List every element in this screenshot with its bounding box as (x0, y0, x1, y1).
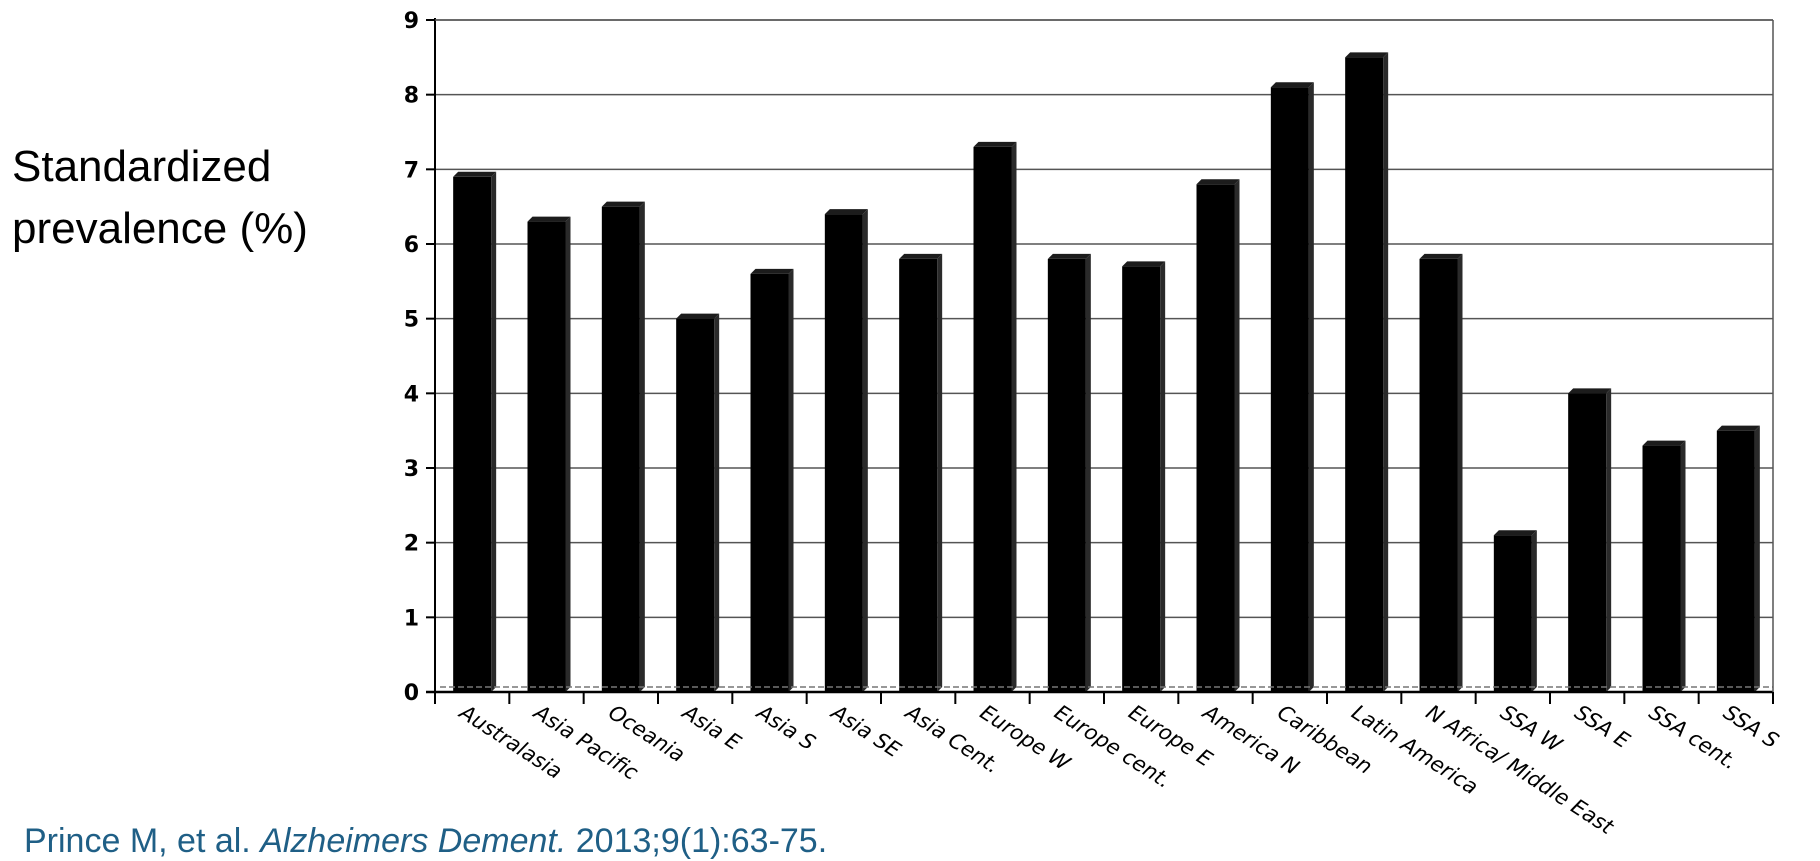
grid-lines (435, 19, 1773, 619)
bar-side (1531, 530, 1537, 692)
bar-top (1345, 52, 1389, 58)
bar (601, 201, 645, 692)
y-tick-label: 6 (404, 233, 419, 258)
bar-top (1642, 440, 1686, 446)
bar (973, 141, 1017, 692)
bar-top (1196, 179, 1240, 185)
bar-top (1716, 425, 1760, 431)
bar-face (824, 214, 863, 692)
bar-side (1383, 52, 1389, 693)
bar-top (676, 313, 720, 319)
y-tick-label: 8 (404, 84, 419, 109)
y-tick-label: 7 (404, 158, 419, 183)
citation: Prince M, et al. Alzheimers Dement. 2013… (24, 822, 827, 861)
bar-side (1011, 141, 1017, 692)
bar-face (750, 273, 789, 692)
bar-face (1716, 430, 1755, 692)
bar-face (1047, 258, 1086, 692)
bar-face (1419, 258, 1458, 692)
bar-top (824, 209, 868, 215)
bar-face (1642, 445, 1681, 692)
category-label: Asia SE (825, 699, 905, 763)
bar-top (750, 268, 794, 274)
bar-top (453, 171, 497, 177)
category-label: Asia S (751, 699, 819, 755)
y-tick-label: 4 (404, 382, 419, 407)
bar-side (1754, 425, 1760, 692)
axes (426, 18, 1774, 704)
bar-face (1270, 87, 1309, 692)
citation-journal: Alzheimers Dement. (260, 822, 567, 860)
bar-top (1270, 82, 1314, 88)
bar (1345, 52, 1389, 693)
bar-side (1160, 261, 1166, 692)
bar-top (1047, 253, 1091, 259)
y-tick-label: 9 (404, 9, 419, 34)
bar (1047, 253, 1091, 692)
bar (824, 209, 868, 692)
bar-side (1680, 440, 1686, 692)
bar-side (491, 171, 497, 693)
bar-side (1606, 388, 1612, 692)
bar-face (601, 206, 640, 692)
y-axis-label-line-1: Standardized (12, 142, 272, 191)
bar (1419, 253, 1463, 692)
bar-side (714, 313, 720, 692)
bar-top (527, 216, 571, 222)
bar-side (565, 216, 571, 692)
category-label: SSA E (1570, 700, 1634, 753)
bar-side (1234, 179, 1240, 692)
bar-face (1196, 184, 1235, 692)
bar-face (1493, 535, 1532, 692)
bars (453, 52, 1760, 693)
bar-side (639, 201, 645, 692)
bar-face (676, 318, 715, 692)
bar (899, 253, 943, 692)
bar-top (601, 201, 645, 207)
bar (1568, 388, 1612, 692)
bar-top (1122, 261, 1166, 267)
y-axis-label-line-2: prevalence (%) (12, 204, 308, 253)
bar-top (1493, 530, 1537, 536)
bar-face (1345, 57, 1384, 693)
bar-top (899, 253, 943, 259)
bar-face (1122, 266, 1161, 692)
y-axis-label: Standardized prevalence (%) (12, 136, 308, 260)
y-tick-labels: 0 1 2 3 4 5 6 7 8 9 (404, 9, 419, 706)
bar-top (1568, 388, 1612, 394)
bar (1122, 261, 1166, 692)
bar-top (1419, 253, 1463, 259)
y-tick-label: 0 (404, 681, 419, 706)
bar-side (937, 253, 943, 692)
y-tick-label: 1 (404, 606, 419, 631)
bar-side (1457, 253, 1463, 692)
y-tick-label: 2 (404, 532, 419, 557)
bar-side (1308, 82, 1314, 692)
bar (1716, 425, 1760, 692)
bar-face (1568, 393, 1607, 692)
bar-top (973, 141, 1017, 147)
bar (676, 313, 720, 692)
bar-face (453, 176, 492, 693)
bar-side (862, 209, 868, 692)
bar-face (973, 146, 1012, 692)
y-tick-label: 5 (404, 308, 419, 333)
category-label: Latin America (1347, 700, 1482, 799)
bar (453, 171, 497, 693)
bar (1493, 530, 1537, 692)
bar (1642, 440, 1686, 692)
bar (1196, 179, 1240, 692)
citation-authors: Prince M, et al. (24, 822, 251, 860)
y-tick-label: 3 (404, 457, 419, 482)
bar-face (899, 258, 938, 692)
bar (527, 216, 571, 692)
bar (1270, 82, 1314, 692)
bar (750, 268, 794, 692)
bar-face (527, 221, 566, 692)
citation-details: 2013;9(1):63-75. (575, 822, 828, 860)
bar-side (1085, 253, 1091, 692)
bar-side (788, 268, 794, 692)
